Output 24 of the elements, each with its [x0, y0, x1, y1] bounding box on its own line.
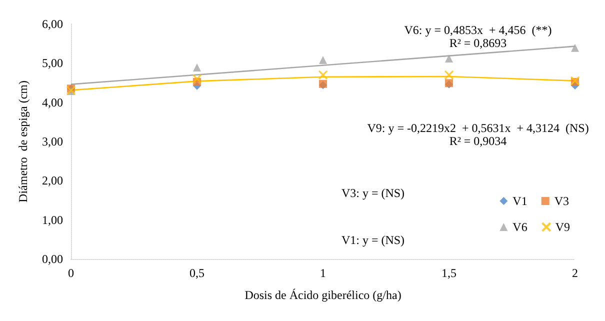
y-axis-title: Diámetro de espiga (cm) [16, 80, 30, 202]
legend-label: V3 [554, 194, 570, 208]
x-axis-title: Dosis de Ácido giberélico (g/ha) [244, 288, 402, 302]
y-tick-label: 2,00 [42, 174, 63, 188]
x-tick-label: 1,5 [442, 266, 456, 280]
x-tick-label: 0,5 [190, 266, 204, 280]
annotation: R² = 0,8693 [449, 36, 507, 50]
y-tick-label: 4,00 [42, 95, 63, 110]
legend-label: V6 [512, 220, 528, 234]
annotation: V3: y = (NS) [341, 186, 405, 200]
y-tick-label: 6,00 [42, 17, 63, 31]
x-tick-label: 1 [320, 266, 326, 280]
annotation: V6: y = 0,4853x + 4,456 (**) [404, 23, 552, 37]
x-tick-label: 0 [68, 266, 74, 280]
x-tick-label: 2 [572, 266, 578, 280]
legend-label: V9 [555, 220, 570, 234]
y-tick-label: 3,00 [42, 134, 63, 148]
annotation: R² = 0,9034 [449, 134, 507, 148]
annotation: V9: y = -0,2219x2 + 0,5631x + 4,3124 (NS) [367, 121, 589, 135]
legend-label: V1 [512, 194, 528, 208]
y-tick-label: 5,00 [42, 56, 63, 70]
annotation: V1: y = (NS) [341, 233, 405, 247]
y-tick-label: 1,00 [42, 212, 63, 227]
y-tick-label: 0,00 [42, 252, 63, 266]
